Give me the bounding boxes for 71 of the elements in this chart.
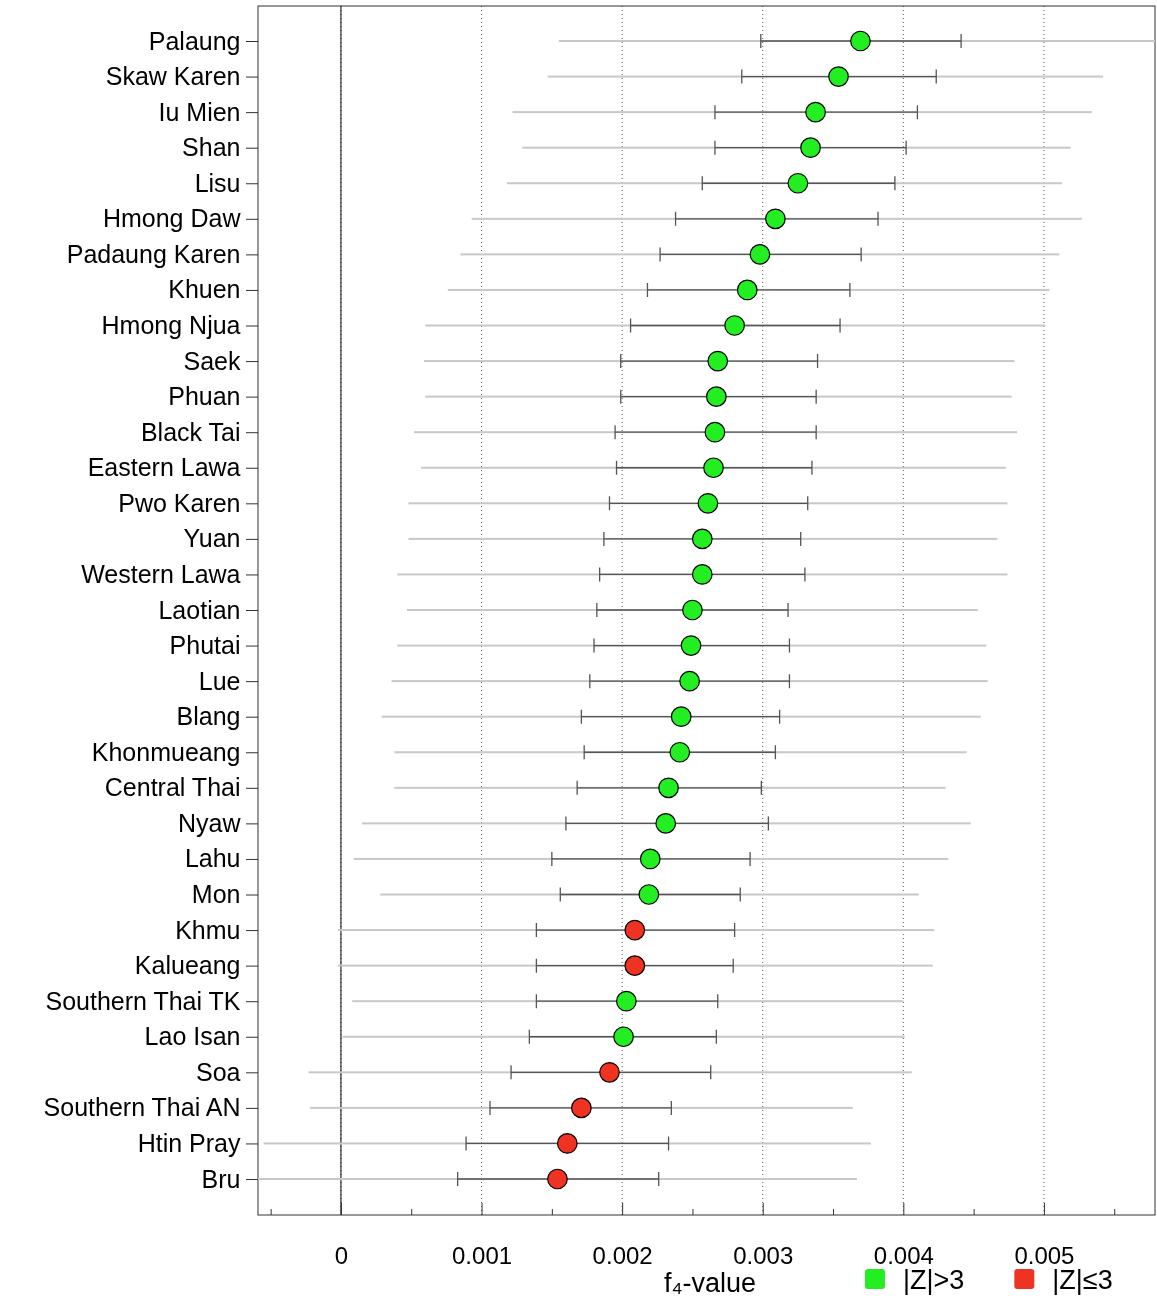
- point: [749, 244, 771, 265]
- point: [704, 421, 726, 443]
- point: [638, 884, 660, 905]
- y-tick-label: Htin Pray: [137, 1128, 241, 1157]
- x-tick-label: 0.002: [592, 1241, 653, 1269]
- y-tick-label: Palaung: [148, 26, 241, 55]
- point: [703, 457, 724, 479]
- y-tick-label: Mon: [191, 880, 241, 908]
- point: [624, 955, 646, 976]
- y-tick-label: Hmong Njua: [101, 311, 241, 339]
- y-tick-label: Saek: [183, 346, 241, 375]
- point: [669, 741, 691, 763]
- point: [624, 919, 646, 941]
- y-tick-label: Skaw Karen: [105, 62, 241, 91]
- y-tick-label: Khonmueang: [91, 737, 241, 766]
- y-tick-label: Bru: [201, 1164, 241, 1193]
- point: [805, 101, 826, 123]
- x-axis-title: f₄-value: [663, 1268, 757, 1298]
- point: [599, 1061, 620, 1083]
- point: [707, 350, 729, 372]
- point: [682, 599, 703, 621]
- y-tick-label: Kalueang: [134, 951, 241, 980]
- y-tick-label: Phuan: [168, 382, 241, 411]
- point: [736, 279, 758, 301]
- y-tick-label: Western Lawa: [81, 559, 241, 588]
- y-tick-label: Phutai: [169, 631, 241, 660]
- point: [765, 208, 786, 230]
- point: [547, 1168, 568, 1190]
- point: [724, 315, 745, 336]
- y-tick-label: Southern Thai TK: [45, 986, 241, 1015]
- point: [655, 813, 677, 834]
- x-tick-label: 0.001: [452, 1241, 513, 1269]
- x-tick-label: 0.003: [733, 1241, 794, 1269]
- point: [691, 564, 713, 585]
- point: [787, 172, 809, 194]
- y-tick-label: Hmong Daw: [102, 204, 242, 233]
- y-tick-label: Khmu: [175, 915, 241, 944]
- y-tick-label: Lao Isan: [144, 1022, 241, 1051]
- y-tick-label: Shan: [182, 133, 241, 162]
- point: [800, 137, 821, 159]
- y-tick-label: Blang: [176, 702, 241, 731]
- y-tick-label: Iu Mien: [158, 97, 241, 126]
- point: [556, 1133, 578, 1154]
- point: [850, 30, 871, 52]
- y-tick-label: Lue: [198, 666, 241, 695]
- point: [670, 706, 692, 728]
- y-tick-label: Southern Thai AN: [43, 1093, 241, 1122]
- point: [679, 670, 700, 692]
- y-tick-label: Central Thai: [104, 773, 241, 802]
- y-tick-label: Lisu: [194, 168, 241, 197]
- y-tick-label: Khuen: [168, 275, 241, 304]
- point: [705, 386, 727, 407]
- y-tick-label: Nyaw: [177, 808, 242, 837]
- point: [615, 990, 637, 1012]
- x-tick-label: 0: [334, 1241, 349, 1269]
- y-tick-label: Padaung Karen: [66, 239, 241, 268]
- y-tick-label: Black Tai: [140, 417, 241, 446]
- y-tick-label: Laotian: [158, 595, 241, 624]
- point: [680, 635, 702, 656]
- y-tick-label: Lahu: [184, 844, 241, 873]
- y-tick-label: Eastern Lawa: [87, 453, 241, 482]
- y-tick-label: Soa: [196, 1057, 241, 1086]
- point: [571, 1097, 592, 1119]
- point: [697, 492, 719, 514]
- point: [658, 777, 679, 799]
- point: [691, 528, 713, 550]
- y-tick-label: Yuan: [183, 524, 241, 553]
- point: [613, 1026, 634, 1048]
- y-tick-label: Pwo Karen: [118, 488, 241, 517]
- point: [639, 848, 661, 870]
- point: [828, 66, 849, 87]
